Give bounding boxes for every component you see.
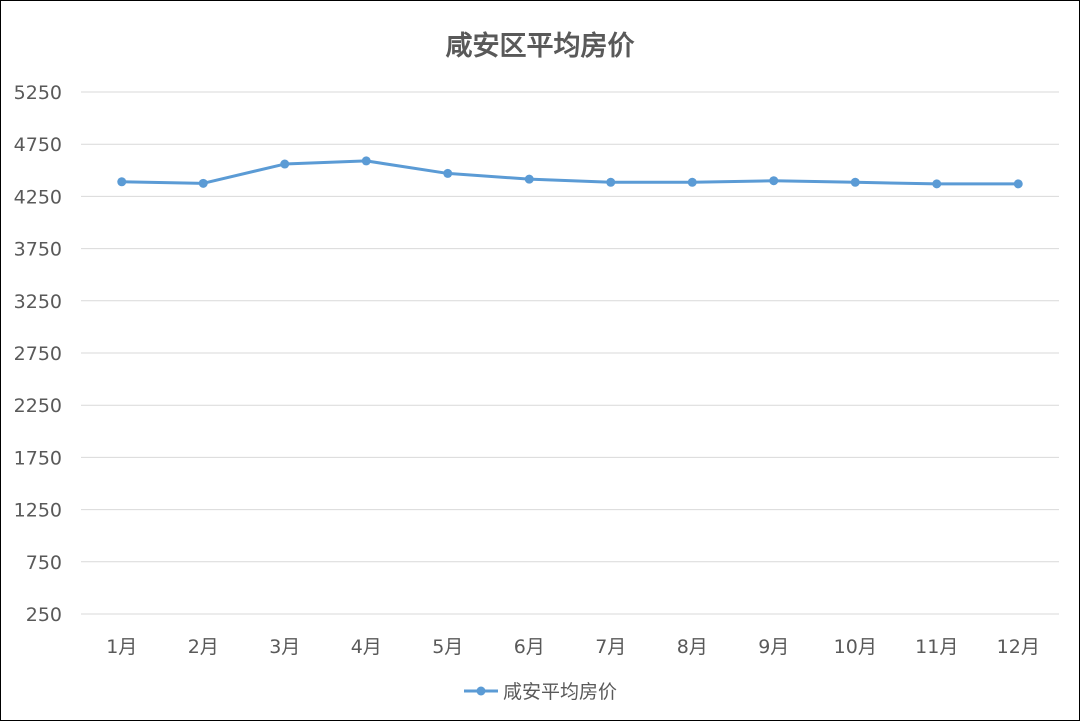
x-tick-label: 12月 — [997, 636, 1040, 658]
y-axis: 5250 4750 4250 3750 3250 2750 2250 1750 1250 750 2… — [14, 82, 62, 626]
y-tick-label: 5250 — [14, 82, 62, 104]
x-tick-label: 9月 — [758, 636, 789, 658]
data-point — [280, 159, 290, 169]
x-tick-label: 6月 — [514, 636, 545, 658]
data-point — [687, 177, 697, 187]
data-point — [606, 177, 616, 187]
y-tick-label: 750 — [26, 552, 62, 574]
data-point — [361, 156, 371, 166]
y-tick-label: 2250 — [14, 395, 62, 417]
y-tick-label: 250 — [26, 604, 62, 626]
y-tick-label: 3750 — [14, 239, 62, 261]
y-tick-label: 3250 — [14, 291, 62, 313]
data-point — [850, 177, 860, 187]
grid-lines — [81, 91, 1059, 615]
x-tick-label: 10月 — [834, 636, 877, 658]
legend-label: 咸安平均房价 — [503, 681, 617, 703]
data-point — [198, 178, 208, 188]
y-tick-label: 1750 — [14, 447, 62, 469]
y-tick-label: 1250 — [14, 500, 62, 522]
data-point — [443, 168, 453, 178]
legend: 咸安平均房价 — [464, 681, 617, 703]
x-tick-label: 1月 — [106, 636, 137, 658]
y-tick-label: 4750 — [14, 134, 62, 156]
data-point — [769, 176, 779, 186]
chart-title: 咸安区平均房价 — [446, 31, 636, 62]
x-tick-label: 11月 — [915, 636, 958, 658]
legend-dot-marker — [476, 686, 486, 696]
x-tick-label: 2月 — [188, 636, 219, 658]
x-tick-label: 3月 — [269, 636, 300, 658]
x-tick-label: 5月 — [432, 636, 463, 658]
y-tick-label: 2750 — [14, 343, 62, 365]
x-tick-label: 8月 — [677, 636, 708, 658]
x-axis: 1月 2月 3月 4月 5月 6月 7月 8月 9月 10月 11月 12月 — [106, 636, 1040, 658]
data-point — [1013, 179, 1023, 189]
data-point — [932, 179, 942, 189]
x-tick-label: 4月 — [351, 636, 382, 658]
data-point — [524, 174, 534, 184]
series-line — [121, 159, 1019, 186]
x-tick-label: 7月 — [595, 636, 626, 658]
series-layer — [117, 156, 1023, 189]
data-point — [117, 177, 127, 187]
y-tick-label: 4250 — [14, 186, 62, 208]
